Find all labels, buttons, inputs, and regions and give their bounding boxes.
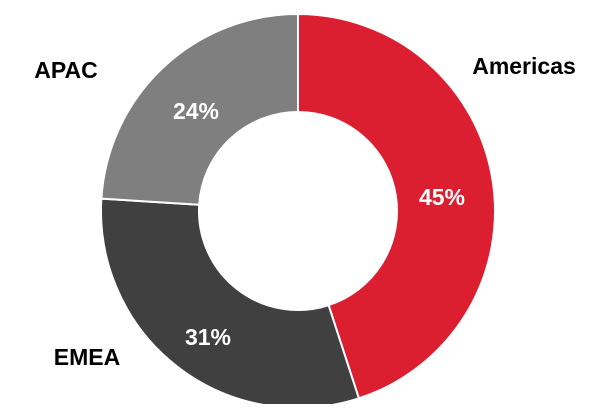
donut-slices	[100, 12, 496, 409]
value-label-emea: 31%	[185, 324, 231, 350]
value-label-americas: 45%	[419, 184, 465, 210]
donut-slice-apac	[100, 12, 299, 206]
donut-category-labels: Americas EMEA APAC	[34, 53, 576, 370]
category-label-apac: APAC	[34, 57, 97, 83]
category-label-emea: EMEA	[54, 344, 120, 370]
value-label-apac: 24%	[173, 98, 219, 124]
donut-slice-emea	[100, 197, 361, 409]
donut-slice-americas	[297, 12, 496, 400]
donut-value-labels: 45% 31% 24%	[173, 98, 465, 350]
category-label-americas: Americas	[472, 53, 576, 79]
